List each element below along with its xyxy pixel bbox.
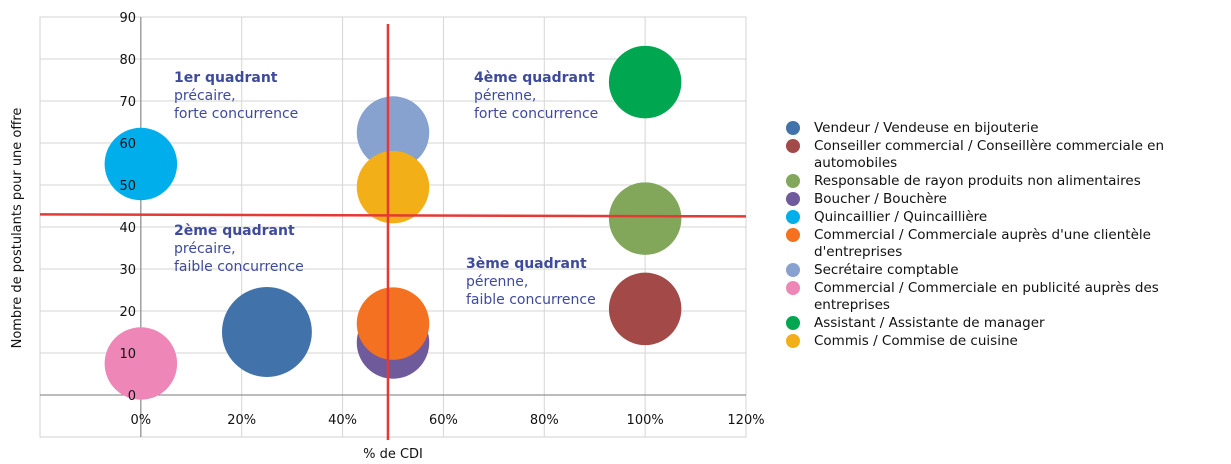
y-tick-label: 70 (119, 95, 136, 110)
tick-labels: 0% 20% 40% 60% 80% 100% 120% 0 10 20 30 40 50 60 70 80 9… (119, 11, 764, 428)
legend-item: Commercial / Commerciale auprès d'une cl… (784, 227, 1224, 261)
legend-marker-icon (786, 174, 800, 188)
quadrant-text-1: précaire, (174, 88, 236, 104)
legend-label: Quincaillier / Quincaillière (814, 209, 988, 225)
legend-marker-icon (786, 210, 800, 224)
x-tick-label: 80% (530, 413, 559, 428)
legend-marker-icon (786, 192, 800, 206)
bubble-4 (104, 127, 178, 201)
quadrant-title-1: 1er quadrant (174, 70, 278, 86)
legend-item: Vendeur / Vendeuse en bijouterie (784, 120, 1224, 137)
quadrant-text-4: pérenne, (466, 274, 528, 290)
quadrant-text-3: précaire, (174, 241, 236, 257)
bubble-0 (221, 287, 312, 377)
reference-lines (39, 24, 747, 440)
bubble-5 (356, 287, 430, 360)
bubble-7 (104, 327, 178, 400)
legend-item: Secrétaire comptable (784, 262, 1224, 279)
bubble-2 (608, 182, 682, 255)
legend-item: Conseiller commercial / Conseillère comm… (784, 138, 1224, 172)
legend-item: Responsable de rayon produits non alimen… (784, 173, 1224, 190)
quadrant-title-4: 3ème quadrant (466, 256, 587, 272)
legend-item: Assistant / Assistante de manager (784, 315, 1224, 332)
horizontal-reference-line (39, 213, 747, 218)
y-tick-label: 30 (119, 263, 136, 278)
legend-item: Commis / Commise de cuisine (784, 333, 1224, 350)
legend-marker-icon (786, 316, 800, 330)
bubble-8 (608, 45, 682, 119)
y-tick-label: 80 (119, 53, 136, 68)
legend-marker-icon (786, 139, 800, 153)
x-tick-label: 60% (429, 413, 458, 428)
legend-marker-icon (786, 121, 800, 135)
bubble-1 (608, 272, 682, 346)
legend-marker-icon (786, 334, 800, 348)
bubble-6 (356, 96, 430, 169)
y-tick-label: 60 (119, 137, 136, 152)
quadrant-text-2: pérenne, (474, 88, 536, 104)
quadrant-title-2: 4ème quadrant (474, 70, 595, 86)
legend-label: Assistant / Assistante de manager (814, 315, 1045, 331)
quadrant-text-4: faible concurrence (466, 292, 596, 308)
legend-label: Boucher / Bouchère (814, 191, 947, 207)
x-tick-label: 20% (227, 413, 256, 428)
x-tick-label: 100% (627, 413, 664, 428)
legend-marker-icon (786, 228, 800, 242)
quadrant-text-3: faible concurrence (174, 259, 304, 275)
quadrant-text-1: forte concurrence (174, 106, 298, 122)
y-tick-label: 50 (119, 179, 136, 194)
legend-item: Quincaillier / Quincaillière (784, 209, 1224, 226)
bubbles (104, 45, 682, 400)
legend-label: Commis / Commise de cuisine (814, 333, 1018, 349)
y-axis-title: Nombre de postulants pour une offre (10, 108, 25, 349)
legend-label: Commercial / Commerciale en publicité au… (814, 280, 1159, 313)
x-tick-label: 120% (727, 413, 764, 428)
legend-item: Boucher / Bouchère (784, 191, 1224, 208)
legend-marker-icon (786, 263, 800, 277)
quadrant-text-2: forte concurrence (474, 106, 598, 122)
y-tick-label: 40 (119, 221, 136, 236)
legend-label: Vendeur / Vendeuse en bijouterie (814, 120, 1039, 136)
quadrant-labels: 1er quadrant précaire, forte concurrence 4è… (174, 70, 598, 308)
legend-label: Conseiller commercial / Conseillère comm… (814, 138, 1165, 171)
bubble-9 (356, 150, 430, 224)
y-tick-label: 20 (119, 305, 136, 320)
quadrant-title-3: 2ème quadrant (174, 223, 295, 239)
legend-marker-icon (786, 281, 800, 295)
bubble-chart: 1er quadrant précaire, forte concurrence 4è… (10, 11, 765, 462)
legend: Vendeur / Vendeuse en bijouterie Conseill… (784, 120, 1224, 351)
y-tick-label: 0 (128, 389, 136, 404)
y-tick-label: 90 (119, 11, 136, 26)
legend-label: Secrétaire comptable (814, 262, 959, 278)
legend-item: Commercial / Commerciale en publicité au… (784, 280, 1224, 314)
legend-label: Responsable de rayon produits non alimen… (814, 173, 1141, 189)
x-axis-title: % de CDI (363, 447, 423, 462)
y-tick-label: 10 (119, 347, 136, 362)
x-tick-label: 0% (131, 413, 152, 428)
legend-label: Commercial / Commerciale auprès d'une cl… (814, 227, 1151, 260)
x-tick-label: 40% (328, 413, 357, 428)
